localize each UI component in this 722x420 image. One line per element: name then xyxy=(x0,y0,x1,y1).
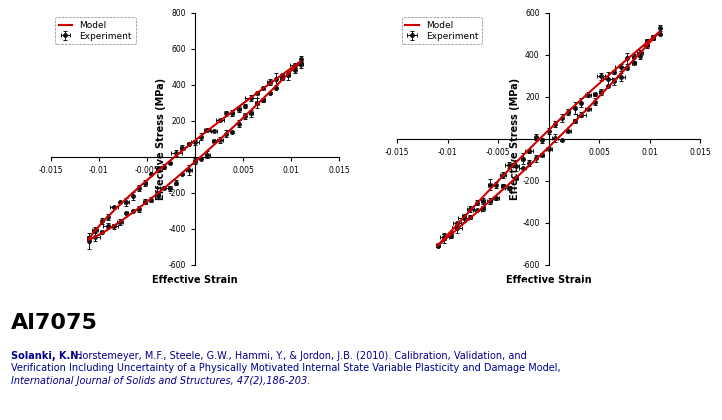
Model xyxy=(297,59,305,64)
Text: tension followed by compression: tension followed by compression xyxy=(45,282,302,296)
Y-axis label: Effective Stress (MPa): Effective Stress (MPa) xyxy=(510,78,520,200)
Model xyxy=(103,214,112,219)
Model xyxy=(512,175,521,180)
Text: Al7075: Al7075 xyxy=(11,313,97,333)
Text: compression followed by tension: compression followed by tension xyxy=(417,282,674,296)
Y-axis label: Effective Stress (MPa): Effective Stress (MPa) xyxy=(156,78,166,200)
Line: Model: Model xyxy=(438,32,660,246)
Model xyxy=(232,106,241,111)
X-axis label: Effective Strain: Effective Strain xyxy=(506,275,591,285)
Model xyxy=(433,243,442,248)
Model xyxy=(205,146,214,151)
Model xyxy=(170,177,179,182)
Model xyxy=(84,237,93,242)
Text: Solanki, K.N.: Solanki, K.N. xyxy=(11,351,82,361)
Text: International Journal of Solids and Structures, 47(2),186-203.: International Journal of Solids and Stru… xyxy=(11,376,310,386)
Model xyxy=(433,243,442,248)
Line: Model: Model xyxy=(89,61,301,239)
Model xyxy=(523,148,532,153)
Model xyxy=(656,29,664,34)
Text: Verification Including Uncertainty of a Physically Motivated Internal State Vari: Verification Including Uncertainty of a … xyxy=(11,363,560,373)
Legend: Model, Experiment: Model, Experiment xyxy=(401,17,482,44)
Legend: Model, Experiment: Model, Experiment xyxy=(55,17,136,44)
Model xyxy=(160,163,168,168)
X-axis label: Effective Strain: Effective Strain xyxy=(152,275,238,285)
Model xyxy=(84,237,93,242)
Model xyxy=(560,113,568,118)
Model xyxy=(588,101,596,106)
Model xyxy=(630,56,639,61)
Text: Horstemeyer, M.F., Steele, G.W., Hammi, Y., & Jordon, J.B. (2010). Calibration, : Horstemeyer, M.F., Steele, G.W., Hammi, … xyxy=(72,351,527,361)
Model xyxy=(272,76,281,81)
Model xyxy=(453,226,461,231)
